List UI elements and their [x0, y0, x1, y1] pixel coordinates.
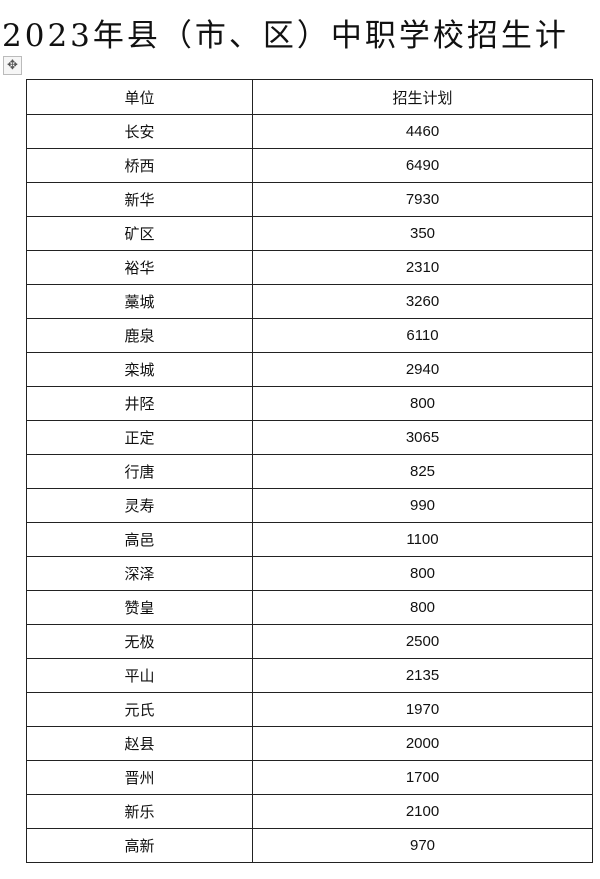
plan-cell: 800 [252, 556, 593, 591]
header-plan: 招生计划 [252, 79, 593, 115]
document-title: 2023年县（市、区）中职学校招生计 [2, 18, 569, 54]
table-row: 矿区 350 [26, 216, 593, 251]
unit-cell: 平山 [26, 658, 253, 693]
plan-cell: 6110 [252, 318, 593, 353]
table-row: 平山 2135 [26, 658, 593, 693]
plan-cell: 970 [252, 828, 593, 863]
unit-cell: 赵县 [26, 726, 253, 761]
header-unit: 单位 [26, 79, 253, 115]
unit-cell: 桥西 [26, 148, 253, 183]
table-row: 新乐 2100 [26, 794, 593, 829]
table-row: 晋州 1700 [26, 760, 593, 795]
table-row: 桥西 6490 [26, 148, 593, 183]
enrollment-table: 单位 招生计划 长安 4460 桥西 6490 新华 7930 矿区 350 裕华 2310 藁城 3… [26, 79, 593, 863]
unit-cell: 长安 [26, 114, 253, 149]
plan-cell: 2135 [252, 658, 593, 693]
plan-cell: 990 [252, 488, 593, 523]
unit-cell: 新乐 [26, 794, 253, 829]
unit-cell: 行唐 [26, 454, 253, 489]
unit-cell: 裕华 [26, 250, 253, 285]
table-row: 藁城 3260 [26, 284, 593, 319]
plan-cell: 800 [252, 590, 593, 625]
unit-cell: 元氏 [26, 692, 253, 727]
plan-cell: 350 [252, 216, 593, 251]
table-row: 栾城 2940 [26, 352, 593, 387]
table-row: 灵寿 990 [26, 488, 593, 523]
plan-cell: 3260 [252, 284, 593, 319]
unit-cell: 灵寿 [26, 488, 253, 523]
move-icon[interactable]: ✥ [3, 56, 22, 75]
table-row: 裕华 2310 [26, 250, 593, 285]
table-row: 井陉 800 [26, 386, 593, 421]
table-row: 高邑 1100 [26, 522, 593, 557]
plan-cell: 800 [252, 386, 593, 421]
table-row: 高新 970 [26, 828, 593, 863]
plan-cell: 2310 [252, 250, 593, 285]
unit-cell: 矿区 [26, 216, 253, 251]
plan-cell: 1970 [252, 692, 593, 727]
table-row: 正定 3065 [26, 420, 593, 455]
plan-cell: 825 [252, 454, 593, 489]
unit-cell: 鹿泉 [26, 318, 253, 353]
plan-cell: 2000 [252, 726, 593, 761]
unit-cell: 正定 [26, 420, 253, 455]
plan-cell: 1100 [252, 522, 593, 557]
plan-cell: 7930 [252, 182, 593, 217]
table-header-row: 单位 招生计划 [26, 79, 593, 115]
unit-cell: 新华 [26, 182, 253, 217]
plan-cell: 2500 [252, 624, 593, 659]
table-row: 深泽 800 [26, 556, 593, 591]
unit-cell: 深泽 [26, 556, 253, 591]
plan-cell: 2100 [252, 794, 593, 829]
table-row: 赵县 2000 [26, 726, 593, 761]
unit-cell: 藁城 [26, 284, 253, 319]
unit-cell: 栾城 [26, 352, 253, 387]
unit-cell: 高邑 [26, 522, 253, 557]
table-row: 新华 7930 [26, 182, 593, 217]
table-row: 元氏 1970 [26, 692, 593, 727]
table-row: 行唐 825 [26, 454, 593, 489]
plan-cell: 2940 [252, 352, 593, 387]
unit-cell: 赞皇 [26, 590, 253, 625]
plan-cell: 1700 [252, 760, 593, 795]
table-row: 鹿泉 6110 [26, 318, 593, 353]
plan-cell: 6490 [252, 148, 593, 183]
unit-cell: 高新 [26, 828, 253, 863]
table-row: 无极 2500 [26, 624, 593, 659]
plan-cell: 3065 [252, 420, 593, 455]
plan-cell: 4460 [252, 114, 593, 149]
unit-cell: 井陉 [26, 386, 253, 421]
unit-cell: 无极 [26, 624, 253, 659]
table-row: 长安 4460 [26, 114, 593, 149]
table-row: 赞皇 800 [26, 590, 593, 625]
unit-cell: 晋州 [26, 760, 253, 795]
